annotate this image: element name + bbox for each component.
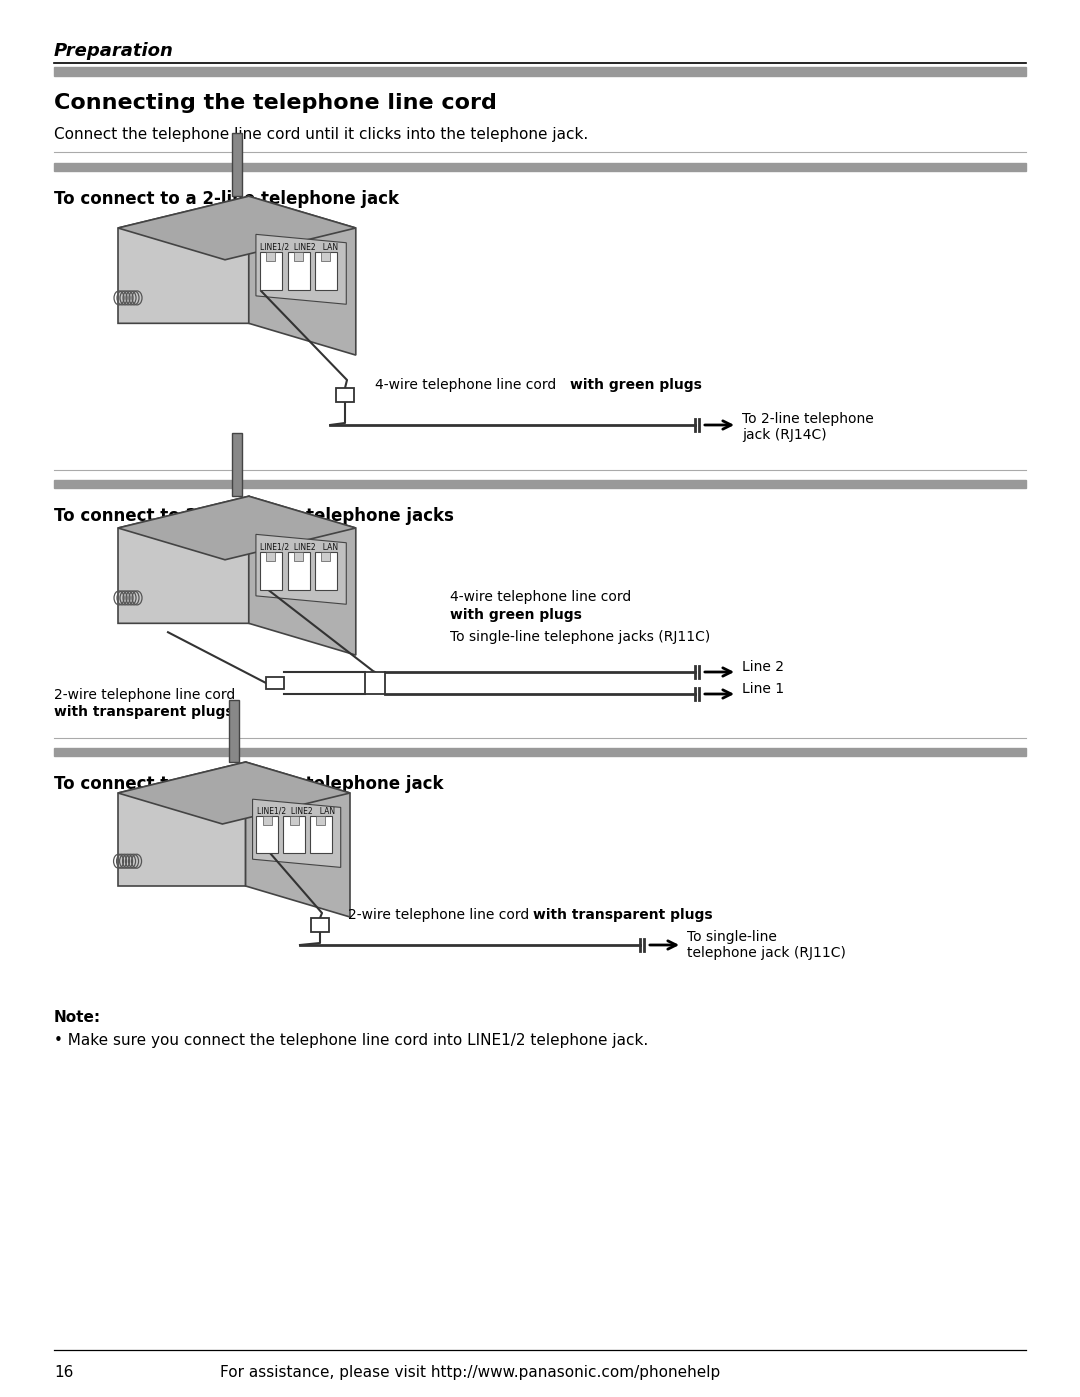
Polygon shape [232, 433, 242, 496]
Text: with green plugs: with green plugs [570, 379, 702, 393]
Bar [295, 251, 303, 261]
Text: For assistance, please visit http://www.panasonic.com/phonehelp: For assistance, please visit http://www.… [220, 1365, 720, 1380]
Bar [287, 552, 310, 590]
Bar [314, 251, 337, 289]
Polygon shape [253, 799, 340, 868]
Polygon shape [248, 496, 355, 655]
Bar [54, 481, 1026, 488]
Text: Connecting the telephone line cord: Connecting the telephone line cord [54, 94, 497, 113]
Text: with transparent plugs: with transparent plugs [54, 705, 233, 719]
Polygon shape [118, 496, 248, 623]
Polygon shape [256, 535, 347, 605]
Polygon shape [118, 496, 355, 560]
Bar [283, 816, 306, 854]
Text: To 2-line telephone
jack (RJ14C): To 2-line telephone jack (RJ14C) [742, 412, 874, 443]
Bar [322, 552, 330, 562]
Text: 2-wire telephone line cord: 2-wire telephone line cord [54, 687, 235, 718]
Text: Line 2: Line 2 [742, 659, 784, 673]
Text: with green plugs: with green plugs [450, 608, 582, 622]
Bar [291, 816, 299, 826]
Text: To connect to a single-line telephone jack: To connect to a single-line telephone ja… [54, 775, 444, 793]
Text: with transparent plugs: with transparent plugs [534, 908, 713, 922]
Text: To connect to 2 single-line telephone jacks: To connect to 2 single-line telephone ja… [54, 507, 454, 525]
Polygon shape [245, 761, 350, 916]
Bar [262, 816, 271, 826]
Text: Note:: Note: [54, 1010, 102, 1025]
Bar [54, 163, 1026, 170]
Bar [336, 388, 354, 402]
Bar [310, 816, 332, 854]
Text: Preparation: Preparation [54, 42, 174, 60]
Bar [295, 552, 303, 562]
Polygon shape [229, 700, 239, 761]
Bar [365, 672, 384, 694]
Text: • Make sure you connect the telephone line cord into LINE1/2 telephone jack.: • Make sure you connect the telephone li… [54, 1032, 648, 1048]
Text: LINE1/2  LINE2   LAN: LINE1/2 LINE2 LAN [257, 807, 335, 816]
Bar [322, 251, 330, 261]
Text: LINE1/2  LINE2   LAN: LINE1/2 LINE2 LAN [260, 243, 338, 251]
Polygon shape [118, 196, 248, 323]
Text: 16: 16 [54, 1365, 73, 1380]
Polygon shape [232, 133, 242, 196]
Polygon shape [118, 761, 245, 886]
Bar [259, 552, 282, 590]
Bar [54, 67, 1026, 75]
Polygon shape [248, 196, 355, 355]
Text: Connect the telephone line cord until it clicks into the telephone jack.: Connect the telephone line cord until it… [54, 127, 589, 142]
Polygon shape [256, 235, 347, 305]
Bar [256, 816, 279, 854]
Polygon shape [118, 196, 355, 260]
Text: 2-wire telephone line cord: 2-wire telephone line cord [348, 908, 534, 922]
Polygon shape [118, 761, 350, 824]
Bar [316, 816, 325, 826]
Text: To single-line telephone jacks (RJ11C): To single-line telephone jacks (RJ11C) [450, 630, 711, 644]
Bar [259, 251, 282, 289]
Text: 4-wire telephone line cord: 4-wire telephone line cord [450, 590, 631, 604]
Bar [266, 678, 284, 689]
Bar [267, 251, 275, 261]
Bar [311, 918, 329, 932]
Text: LINE1/2  LINE2   LAN: LINE1/2 LINE2 LAN [260, 542, 338, 552]
Bar [287, 251, 310, 289]
Text: Line 1: Line 1 [742, 682, 784, 696]
Bar [54, 747, 1026, 756]
Text: 4-wire telephone line cord: 4-wire telephone line cord [375, 379, 561, 393]
Text: To connect to a 2-line telephone jack: To connect to a 2-line telephone jack [54, 190, 399, 208]
Bar [267, 552, 275, 562]
Bar [314, 552, 337, 590]
Text: To single-line
telephone jack (RJ11C): To single-line telephone jack (RJ11C) [687, 930, 846, 960]
